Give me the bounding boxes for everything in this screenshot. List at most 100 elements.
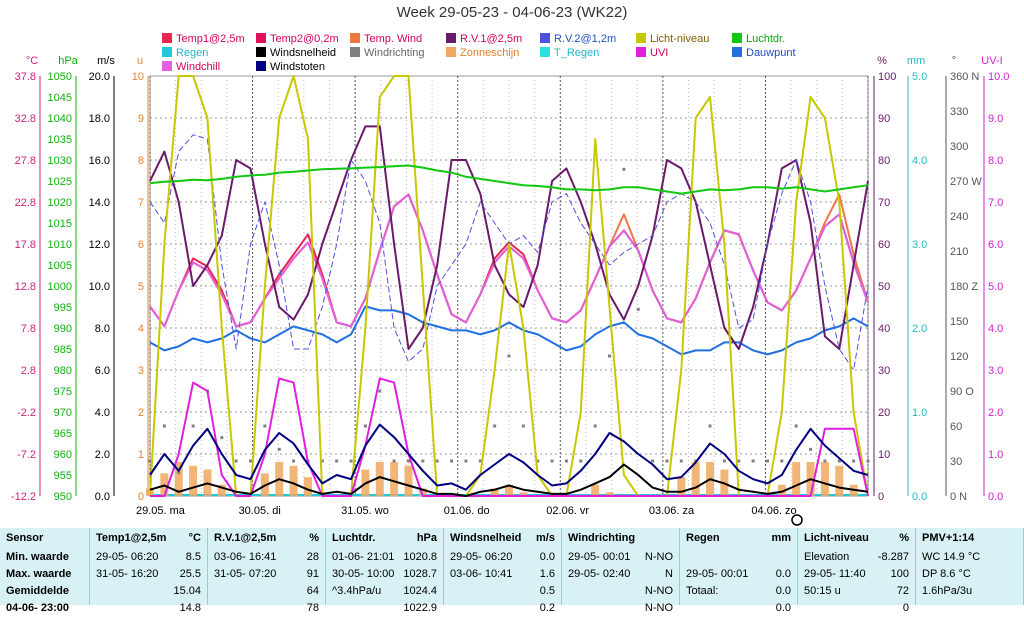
y-tick-label-humidity_pct: 60 [878,239,890,251]
stats-cell-label: 03-06- 10:41 [450,568,513,580]
stats-cell-value: 28 [306,551,319,563]
stats-header-label: Windsnelheid [450,532,522,544]
stats-header-unit: °C [188,532,201,544]
legend-label: R.V.1@2,5m [460,33,523,45]
legend-item: Regen [162,47,208,60]
stats-row: 0.5 [444,583,561,600]
windrichting-point [636,307,640,311]
windrichting-point [651,459,655,463]
y-tick-label-wind_dir_deg: 240 [950,211,968,223]
windrichting-point [478,459,482,463]
stats-row: 29-05- 00:01 N-NO [562,549,679,566]
stats-cell-label: Min. waarde [6,551,69,563]
cursor-marker [791,514,803,526]
legend-label: Windsnelheid [270,47,337,59]
stats-row: 30-05- 10:00 1028.7 [326,566,443,583]
windrichting-point [722,459,726,463]
stats-cell-value: 1020.8 [403,551,437,563]
stats-cell-label: Totaal: [686,585,719,597]
y-axis-unit-uvi: UV-I [981,55,1002,67]
stats-row: ^3.4hPa/u 1024.4 [326,583,443,600]
stats-header-label: Sensor [6,532,44,544]
y-tick-label-wind_dir_deg: 90 O [950,386,974,398]
stats-cell-value: 72 [896,585,909,597]
windrichting-point [521,424,525,428]
y-tick-label-pressure_hpa: 960 [54,449,72,461]
stats-cell-label: 1.6hPa/3u [922,585,973,597]
legend-swatch [256,61,266,71]
stats-cell-value: 100 [890,568,909,580]
y-axis-unit-wind_ms: m/s [97,55,115,67]
y-tick-label-uvi: 1.0 [988,449,1003,461]
zonneschijn-bar [217,484,226,496]
stats-cell-label: 29-05- 00:01 [568,551,631,563]
zonneschijn-bar [792,461,801,496]
y-tick-label-wind_dir_deg: 60 [950,421,962,433]
stats-cell-value: 1.6 [539,568,555,580]
stats-cell-value: 25.5 [179,568,201,580]
legend-label: Temp2@0,2m [270,33,339,45]
windrichting-point [809,447,813,451]
zonneschijn-bar [519,492,528,496]
y-axis-unit-temp_c: °C [26,55,38,67]
stats-header-label: PMV+1:14 [922,532,975,544]
y-tick-label-wind_ms: 16.0 [89,155,110,167]
legend-label: Temp1@2,5m [176,33,245,45]
windrichting-point [536,459,540,463]
stats-cell-value: N-NO [644,551,673,563]
y-tick-label-wind_dir_deg: 180 Z [950,281,978,293]
stats-row: 64 [208,583,325,600]
stats-row: 78 [208,600,325,617]
stats-column: Luchtdr. hPa 01-06- 21:01 1020.8 30-05- 10:0… [326,528,444,614]
y-tick-label-wind_ms: 18.0 [89,113,110,125]
x-tick-label: 02.06. vr [546,505,589,517]
stats-header-label: Luchtdr. [332,532,376,544]
y-tick-label-humidity_pct: 20 [878,407,890,419]
windrichting-point [378,389,382,393]
stats-row: Max. waarde [0,566,89,583]
y-tick-label-humidity_pct: 80 [878,155,890,167]
series-line-dauwpunt [149,305,869,356]
legend-item: Windchill [162,61,220,74]
legend-swatch [256,47,266,57]
y-tick-label-wind_ms: 8.0 [95,323,110,335]
stats-row: Elevation -8.287 [798,549,915,566]
windrichting-point [593,424,597,428]
y-tick-label-wind_dir_deg: 30 [950,456,962,468]
y-tick-label-uvi: 5.0 [988,281,1003,293]
legend-item: R.V.2@1,2m [540,33,616,46]
stats-row: 29-05- 00:01 0.0 [680,566,797,583]
series-line-windsnelheid [149,463,869,497]
stats-cell-value: N-NO [644,602,673,614]
weather-chart: 29.05. ma 30.05. di 31.05. wo 01.06. do 02.0… [11,55,1009,526]
windrichting-point [320,459,324,463]
y-tick-label-pressure_hpa: 980 [54,365,72,377]
windrichting-point [234,459,238,463]
legend-label: Windstoten [270,61,326,73]
legend-swatch [732,47,742,57]
legend-label: UVI [650,47,669,59]
y-tick-label-wind_ms: 20.0 [89,71,110,83]
windrichting-point [708,424,712,428]
y-tick-label-pressure_hpa: 990 [54,323,72,335]
y-tick-label-sun_hours: 0 [138,491,144,503]
zonneschijn-bar [505,484,513,496]
windrichting-point [493,424,497,428]
windrichting-point [579,459,583,463]
legend-swatch [540,33,550,43]
stats-cell-value: N-NO [644,585,673,597]
stats-header-unit: m/s [536,532,555,544]
stats-cell-value: 1028.7 [403,568,437,580]
stats-header: Licht-niveau% [798,528,915,549]
legend-label: Dauwpunt [746,47,796,59]
stats-column: Windsnelheid m/s 29-05- 06:20 0.0 03-06- 10:… [444,528,562,614]
y-tick-label-sun_hours: 9 [138,113,144,125]
y-tick-label-wind_ms: 2.0 [95,449,110,461]
windrichting-point [780,459,784,463]
legend-item: Temp1@2,5m [162,33,245,46]
windrichting-point [450,459,454,463]
stats-row: 04-06- 23:00 [0,600,89,617]
zonneschijn-bar [303,477,312,496]
windrichting-point [220,436,224,440]
stats-cell-value: 78 [306,602,319,614]
